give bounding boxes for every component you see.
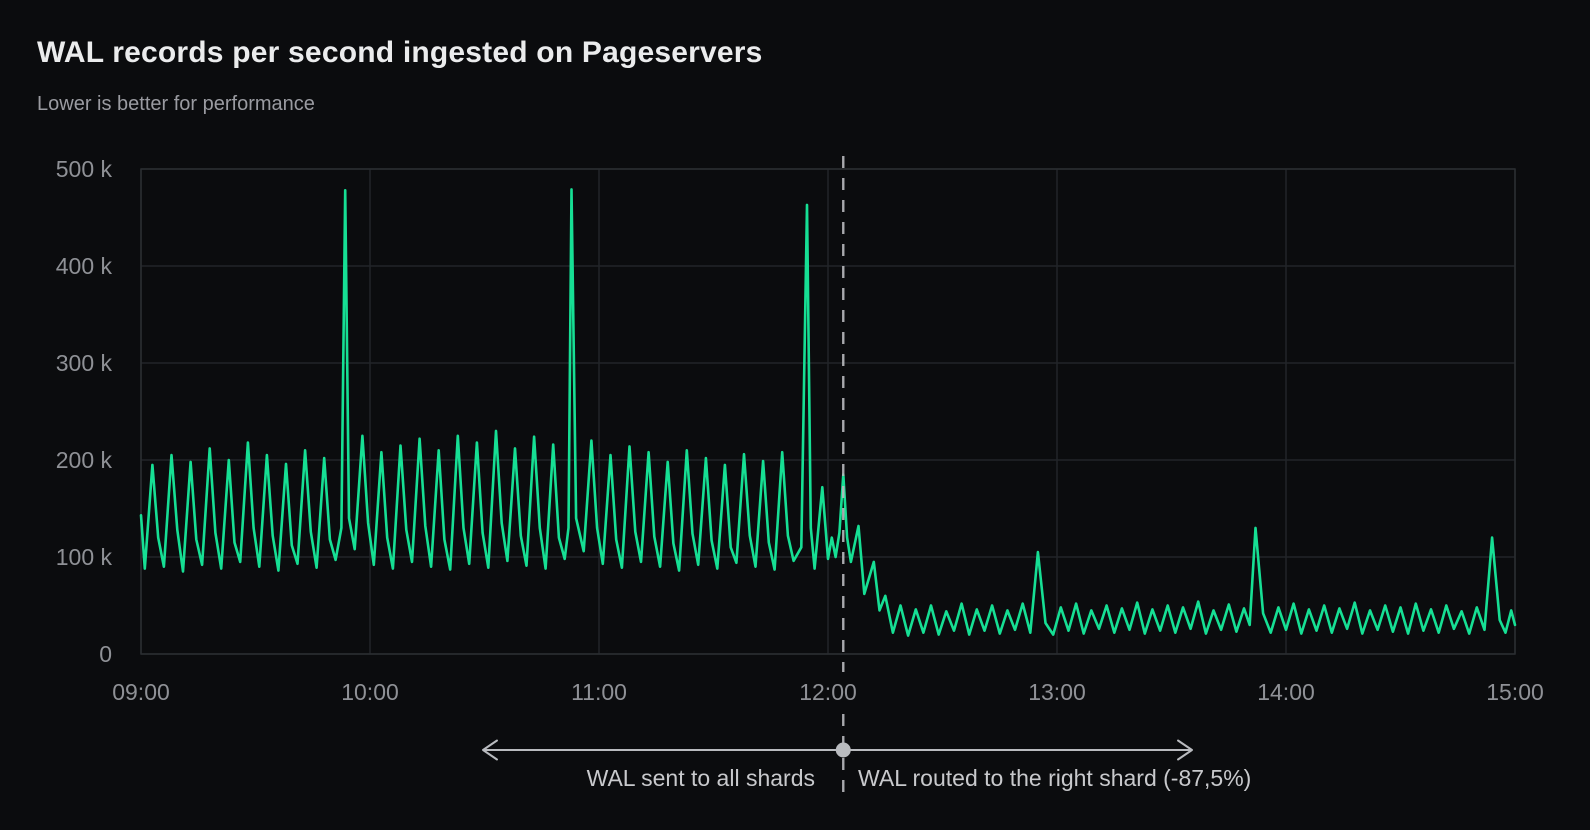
x-axis-tick-label: 10:00	[341, 679, 399, 705]
x-axis-tick-label: 11:00	[571, 679, 627, 705]
y-axis-tick-label: 0	[99, 641, 112, 667]
divider-dot	[835, 742, 851, 758]
annotation-left-label: WAL sent to all shards	[586, 765, 815, 791]
y-axis-tick-label: 300 k	[56, 350, 113, 376]
arrowhead-right-icon	[1177, 739, 1193, 761]
x-axis-tick-label: 12:00	[799, 679, 857, 705]
y-axis-tick-label: 100 k	[56, 544, 113, 570]
x-axis-tick-label: 15:00	[1486, 679, 1544, 705]
x-axis-tick-label: 09:00	[112, 679, 170, 705]
y-axis-tick-label: 500 k	[56, 156, 113, 182]
y-axis-tick-label: 200 k	[56, 447, 113, 473]
plot-border	[140, 168, 1516, 655]
x-axis-tick-label: 14:00	[1257, 679, 1315, 705]
x-axis-tick-label: 13:00	[1028, 679, 1086, 705]
chart-subtitle: Lower is better for performance	[37, 93, 315, 115]
wal-series-line	[139, 188, 1517, 637]
y-axis-tick-label: 400 k	[56, 253, 113, 279]
chart-title: WAL records per second ingested on Pages…	[37, 36, 763, 69]
annotation-right-label: WAL routed to the right shard (-87,5%)	[858, 765, 1252, 791]
arrowhead-left-icon	[482, 739, 498, 761]
